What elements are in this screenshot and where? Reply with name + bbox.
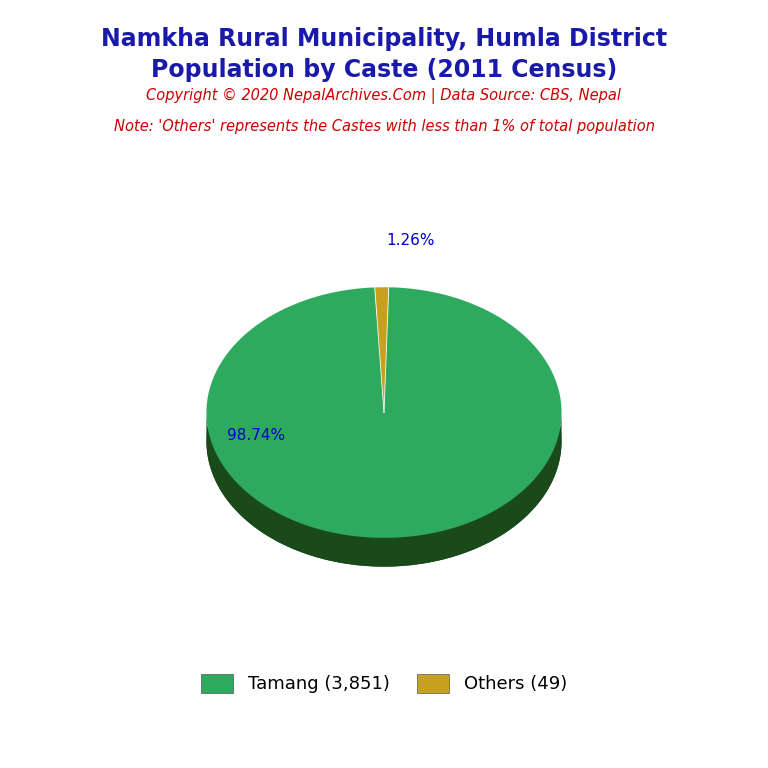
Text: Population by Caste (2011 Census): Population by Caste (2011 Census) <box>151 58 617 81</box>
Text: Note: 'Others' represents the Castes with less than 1% of total population: Note: 'Others' represents the Castes wit… <box>114 119 654 134</box>
Text: 1.26%: 1.26% <box>386 233 435 248</box>
Polygon shape <box>207 413 561 567</box>
Polygon shape <box>207 287 561 538</box>
Text: Namkha Rural Municipality, Humla District: Namkha Rural Municipality, Humla Distric… <box>101 27 667 51</box>
Text: Copyright © 2020 NepalArchives.Com | Data Source: CBS, Nepal: Copyright © 2020 NepalArchives.Com | Dat… <box>147 88 621 104</box>
Ellipse shape <box>207 316 561 567</box>
Legend: Tamang (3,851), Others (49): Tamang (3,851), Others (49) <box>194 667 574 700</box>
Polygon shape <box>375 287 389 412</box>
Text: 98.74%: 98.74% <box>227 428 285 442</box>
